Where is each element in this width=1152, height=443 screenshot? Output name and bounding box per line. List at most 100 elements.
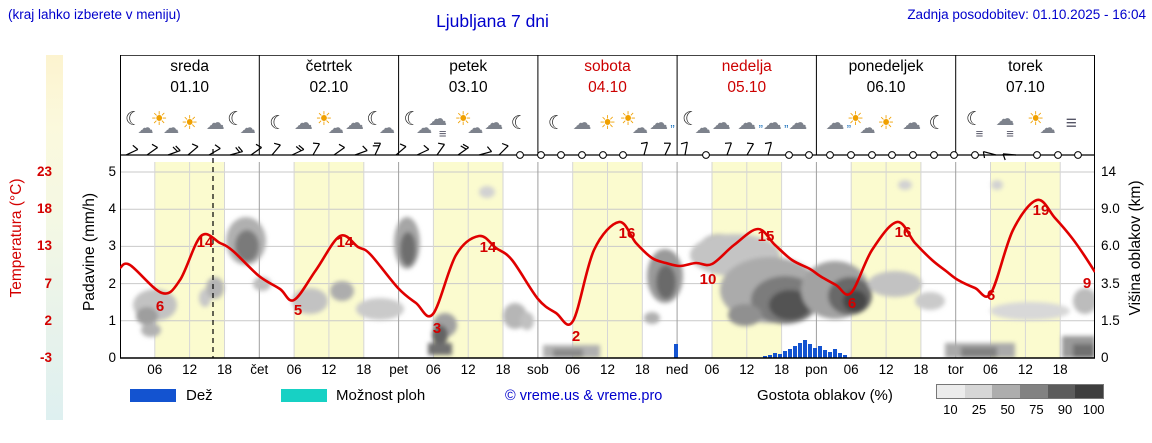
calm-wind-icon [785,151,793,159]
temperature-value-label: 16 [619,225,636,242]
x-axis-hour-label: 12 [600,362,615,377]
moon-cloud-icon: ☾ ☁ [366,109,396,137]
wind-barb-icon [436,144,445,156]
density-tick: 50 [1000,402,1015,417]
meteogram-chart: 14 6 14 5 14 3 16 2 15 10 16 6 19 6 9 06 12 18 06 12 18 čet 06… [120,55,1095,377]
weather-icons-day-5: ☾ ☁ ☁ ☁” ☁” ☁ [677,100,816,148]
wind-barb-icon [250,147,262,156]
cloud-height-tick: 0 [1101,350,1109,365]
density-swatch [964,385,993,398]
calm-wind-icon [847,151,855,159]
calm-wind-icon [557,151,565,159]
wind-barb-icon [498,145,509,156]
density-tick: 25 [971,402,987,417]
day-name: ponedeljek [848,58,924,75]
wind-barb-icon [187,146,199,156]
day-header-nedelja: nedelja 05.10 [677,56,816,100]
temperature-value-label: 16 [895,224,912,241]
temperature-value-label: 9 [1083,275,1091,292]
wind-barb-icon [416,148,430,156]
temperature-value-label: 14 [480,239,497,256]
rain-cloud-icon: ☁” [762,113,789,137]
day-name: četrtek [305,58,353,75]
weather-icons-day-4: ☾ ☁ ☀ ☀ ☁ ☁” [538,100,677,148]
x-axis-day-label: ned [666,362,689,377]
cloud-height-tick: 6.0 [1101,238,1120,254]
x-axis-hour-label: 18 [635,362,650,377]
wind-barb-icon [457,147,469,156]
calm-wind-icon [702,151,710,159]
moon-cloud-icon: ☾ ☁ [682,109,711,137]
precipitation-tick: 4 [108,201,116,217]
day-date: 07.10 [1005,79,1045,96]
calm-wind-icon [930,151,938,159]
weather-icons-day-3: ☾ ☁ ☁ ≡ ☀ ☁ ☁ ☾ [399,100,538,148]
wind-barb-icon [746,143,755,156]
last-update: Zadnja posodobitev: 01.10.2025 - 16:04 [907,7,1146,22]
wind-barb-icon [374,142,382,156]
wind-barb-icon [354,150,368,156]
density-swatch [1075,385,1104,398]
calm-wind-icon [599,151,607,159]
sun-icon: ☀ [877,113,895,134]
density-swatch [1047,385,1076,398]
x-axis-hour-label: 18 [774,362,789,377]
wind-barb-icon [146,147,158,156]
moon-icon: ☾ [510,113,528,134]
sun-cloud-icon: ☀ ☁ [454,109,484,137]
sun-icon: ☀ [598,113,616,134]
wind-barb-icon [333,147,345,156]
x-axis-hour-label: 06 [983,362,998,377]
calm-wind-icon [805,151,813,159]
temperature-value-label: 15 [758,228,775,245]
sun-cloud-icon: ☀ ☁ [1027,109,1056,137]
temperature-value-label: 6 [156,298,164,315]
density-tick: 100 [1082,402,1105,417]
sun-cloud-icon: ☀ ☁ [619,109,649,137]
showers-legend-label: Možnost ploh [336,387,426,404]
precipitation-tick: 3 [108,238,116,254]
temperature-tick: 23 [36,164,52,179]
sun-icon: ☀ [181,113,199,134]
density-swatch [992,385,1021,398]
calm-wind-icon [888,151,896,159]
cloud-density-scale [936,384,1104,399]
day-date: 04.10 [588,79,627,96]
temperature-tick: 13 [36,238,52,254]
calm-wind-icon [619,151,627,159]
temperature-value-label: 5 [294,302,302,319]
cloud-density-scale-ticks: 10 25 50 75 90 100 [936,402,1108,417]
day-date: 02.10 [309,79,349,96]
menu-hint: (kraj lahko izberete v meniju) [8,7,181,22]
wind-barb-icon [271,144,281,156]
x-axis-hour-label: 06 [287,362,302,377]
rain-legend-swatch [130,389,176,402]
credit-link[interactable]: © vreme.us & vreme.pro [505,388,663,404]
day-header-sobota: sobota 04.10 [538,56,677,100]
moon-cloud-icon: ☾ ☁ [403,109,433,137]
day-date: 03.10 [448,79,488,96]
wind-barb-icon [167,150,181,156]
precipitation-tick: 1 [108,312,116,328]
temperature-tick: 7 [44,275,52,291]
moon-icon: ☾ [547,113,565,134]
precipitation-tick: 5 [108,164,116,179]
sun-cloud-icon: ☀ ☁ [846,109,876,137]
cloud-height-tick: 1.5 [1101,312,1120,328]
day-headers: sreda 01.10 četrtek 02.10 petek 03.10 sobota 04… [120,56,1095,100]
weather-icons-day-1: ☾ ☁ ☀ ☁ ☀ ☁ ☾ ☁ [120,100,259,148]
day-header-petek: petek 03.10 [399,56,538,100]
temperature-scale-strip [46,55,63,420]
x-axis-hour-label: 12 [879,362,894,377]
x-axis-hour-label: 06 [844,362,859,377]
moon-fog-icon: ☾ ≡ [965,109,984,141]
density-tick: 75 [1029,402,1044,417]
calm-wind-icon [826,151,834,159]
temperature-value-label: 14 [197,234,214,251]
day-name: sobota [584,58,631,75]
x-axis-hour-label: 12 [321,362,336,377]
x-axis-hour-label: 12 [1018,362,1033,377]
temperature-curve [120,198,1095,326]
day-header-sreda: sreda 01.10 [120,56,259,100]
x-axis-day-label: pet [389,362,408,377]
